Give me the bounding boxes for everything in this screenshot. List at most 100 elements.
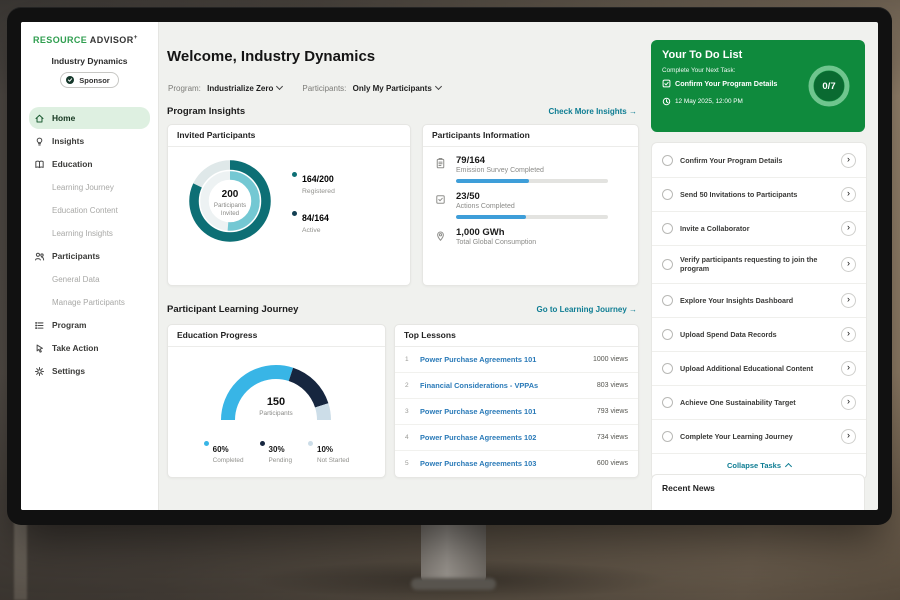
nav-label: Manage Participants (52, 297, 125, 307)
task-checkbox[interactable] (662, 328, 673, 340)
sidebar-item-education-content[interactable]: Education Content (29, 199, 150, 221)
task-invite-collaborator[interactable]: Invite a Collaborator › (652, 212, 866, 246)
todo-task-list: Confirm Your Program Details › Send 50 I… (651, 142, 867, 480)
legend-dot (308, 441, 314, 446)
lesson-row: 3 Power Purchase Agreements 101 793 view… (395, 399, 638, 425)
task-checkbox[interactable] (662, 155, 673, 166)
sidebar-item-program[interactable]: Program (29, 314, 150, 336)
sidebar-item-home[interactable]: Home (29, 107, 150, 129)
todo-next-task[interactable]: Confirm Your Program Details (662, 79, 804, 88)
recent-news-header: Recent News (651, 474, 865, 510)
chevron-right-icon[interactable]: › (841, 221, 856, 236)
chevron-right-icon[interactable]: › (841, 394, 856, 410)
todo-summary-card: Your To Do List Complete Your Next Task:… (651, 40, 865, 132)
task-label: Verify participants requesting to join t… (680, 255, 818, 274)
sidebar-item-manage-participants[interactable]: Manage Participants (29, 291, 150, 313)
chevron-right-icon[interactable]: › (841, 326, 856, 342)
nav-label: Home (52, 113, 76, 123)
lesson-link[interactable]: Power Purchase Agreements 101 (420, 355, 537, 364)
program-filter-label: Program: (168, 84, 201, 93)
check-more-insights-link[interactable]: Check More Insights → (548, 107, 637, 116)
lesson-link[interactable]: Power Purchase Agreements 103 (420, 459, 537, 468)
task-verify-participants[interactable]: Verify participants requesting to join t… (652, 246, 866, 284)
task-checkbox[interactable] (662, 430, 673, 442)
task-checkbox[interactable] (662, 189, 673, 200)
gauge-center-label: 150 Participants (259, 396, 293, 418)
sidebar-item-education[interactable]: Education (29, 153, 150, 175)
lesson-link[interactable]: Power Purchase Agreements 102 (420, 433, 537, 442)
donut-center-label: 200 Participants Invited (213, 189, 247, 217)
task-checkbox[interactable] (662, 362, 673, 374)
task-label: Upload Additional Educational Content (680, 363, 814, 373)
lesson-link[interactable]: Power Purchase Agreements 101 (420, 407, 537, 416)
program-filter-select[interactable]: Industrialize Zero (207, 82, 284, 93)
invited-participants-card: Invited Participants 200 Participants In… (167, 124, 411, 286)
chevron-right-icon[interactable]: › (841, 256, 856, 272)
chevron-right-icon[interactable]: › (841, 187, 856, 202)
app-logo: RESOURCE ADVISOR+ (21, 22, 158, 45)
task-checkbox[interactable] (662, 258, 673, 270)
chevron-right-icon[interactable]: › (841, 428, 856, 444)
legend-dot (259, 441, 265, 446)
nav-label: Take Action (52, 343, 99, 353)
dashboard-screen: RESOURCE ADVISOR+ Industry Dynamics Spon… (21, 22, 878, 510)
filters-bar: Program: Industrialize Zero Participants… (168, 82, 442, 93)
nav-label: Program (52, 320, 87, 330)
chevron-right-icon[interactable]: › (841, 292, 856, 308)
lesson-views: 734 views (596, 434, 628, 441)
collapse-tasks-button[interactable]: Collapse Tasks (652, 454, 866, 478)
lesson-views: 600 views (596, 460, 628, 467)
task-confirm-program[interactable]: Confirm Your Program Details › (652, 144, 866, 178)
participants-filter-select[interactable]: Only My Participants (353, 82, 442, 93)
task-send-invitations[interactable]: Send 50 Invitations to Participants › (652, 178, 866, 212)
take-action-icon (36, 344, 43, 353)
task-checkbox[interactable] (662, 396, 673, 408)
sidebar-nav: Home Insights Education Learning Journey… (21, 106, 158, 383)
legend-pending: 30% Pending (259, 439, 292, 464)
task-checkbox[interactable] (662, 223, 673, 234)
lesson-rank: 2 (405, 382, 409, 389)
sidebar-item-participants[interactable]: Participants (29, 245, 150, 267)
task-upload-educational-content[interactable]: Upload Additional Educational Content › (652, 352, 866, 386)
nav-label: Education (52, 159, 93, 169)
program-insights-header: Program Insights Check More Insights → (167, 106, 637, 117)
task-achieve-sustainability-target[interactable]: Achieve One Sustainability Target › (652, 386, 866, 420)
task-label: Achieve One Sustainability Target (680, 397, 796, 407)
chevron-down-icon (276, 82, 284, 91)
task-complete-learning-journey[interactable]: Complete Your Learning Journey › (652, 420, 866, 454)
lesson-link[interactable]: Financial Considerations - VPPAs (420, 381, 539, 390)
sponsor-badge[interactable]: Sponsor (60, 72, 119, 88)
sidebar-item-learning-journey[interactable]: Learning Journey (29, 176, 150, 198)
lesson-row: 4 Power Purchase Agreements 102 734 view… (395, 425, 638, 451)
legend-registered: 164/200 Registered (292, 169, 335, 195)
chevron-right-icon[interactable]: › (841, 153, 856, 168)
arrow-right-icon: → (629, 107, 637, 116)
sidebar-item-settings[interactable]: Settings (29, 360, 150, 382)
monitor-stand (421, 522, 486, 584)
task-label: Confirm Your Program Details (680, 155, 783, 165)
lesson-rank: 1 (405, 356, 409, 363)
lesson-rank: 4 (405, 434, 409, 441)
section-title: Participant Learning Journey (167, 304, 299, 315)
sidebar-item-take-action[interactable]: Take Action (29, 337, 150, 359)
chevron-right-icon[interactable]: › (841, 360, 856, 376)
task-explore-insights[interactable]: Explore Your Insights Dashboard › (652, 284, 866, 318)
actions-progress-bar (456, 215, 608, 219)
sidebar-item-insights[interactable]: Insights (29, 130, 150, 152)
task-upload-spend-data[interactable]: Upload Spend Data Records › (652, 318, 866, 352)
go-to-learning-journey-link[interactable]: Go to Learning Journey → (536, 305, 637, 314)
sidebar-item-general-data[interactable]: General Data (29, 268, 150, 290)
location-pin-icon (437, 231, 444, 241)
sidebar-item-learning-insights[interactable]: Learning Insights (29, 222, 150, 244)
participants-filter-label: Participants: (302, 84, 347, 93)
sponsor-label: Sponsor (79, 75, 110, 85)
education-progress-card: Education Progress 150 Participants 60% C… (167, 324, 386, 478)
nav-label: General Data (52, 274, 100, 284)
legend-completed: 60% Completed (203, 439, 244, 464)
logo-advisor: ADVISOR (89, 35, 134, 45)
task-checkbox[interactable] (662, 294, 673, 306)
todo-due-date: 12 May 2025, 12:00 PM (662, 97, 743, 106)
education-icon (35, 160, 44, 168)
learning-journey-header: Participant Learning Journey Go to Learn… (167, 304, 637, 315)
program-filter: Program: Industrialize Zero (168, 82, 284, 93)
